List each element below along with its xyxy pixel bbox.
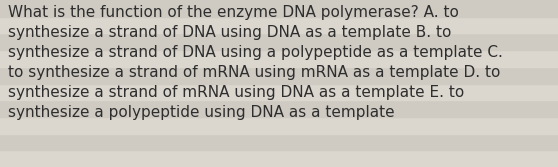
Bar <box>0 134 558 150</box>
Bar <box>0 17 558 33</box>
Text: What is the function of the enzyme DNA polymerase? A. to
synthesize a strand of : What is the function of the enzyme DNA p… <box>8 5 503 120</box>
Bar <box>0 117 558 134</box>
Bar <box>0 33 558 50</box>
Bar <box>0 84 558 100</box>
Bar <box>0 50 558 67</box>
Bar <box>0 150 558 167</box>
Bar <box>0 67 558 84</box>
Bar <box>0 0 558 17</box>
Bar <box>0 100 558 117</box>
